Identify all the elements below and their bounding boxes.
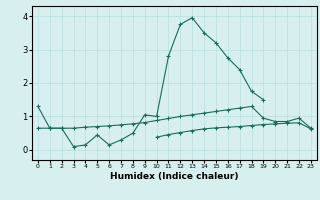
X-axis label: Humidex (Indice chaleur): Humidex (Indice chaleur) <box>110 172 239 181</box>
